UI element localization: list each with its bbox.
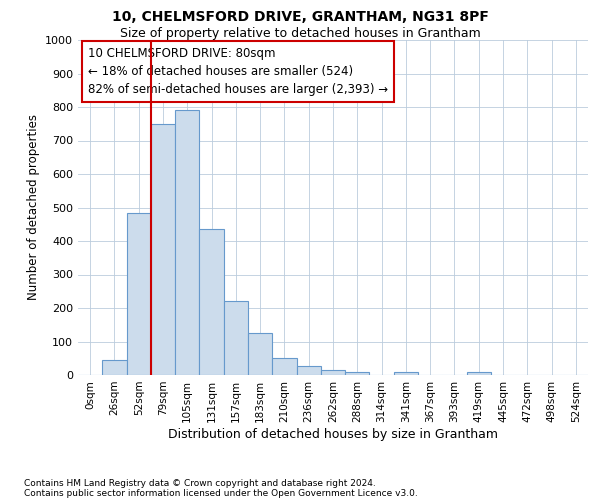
Bar — [151, 124, 175, 375]
Text: 10 CHELMSFORD DRIVE: 80sqm
← 18% of detached houses are smaller (524)
82% of sem: 10 CHELMSFORD DRIVE: 80sqm ← 18% of deta… — [88, 46, 388, 96]
Bar — [394, 372, 418, 375]
Bar — [296, 366, 321, 375]
Bar — [102, 360, 127, 375]
Bar — [345, 372, 370, 375]
Bar — [321, 370, 345, 375]
Bar — [248, 333, 272, 375]
X-axis label: Distribution of detached houses by size in Grantham: Distribution of detached houses by size … — [168, 428, 498, 440]
Bar — [175, 110, 199, 375]
Y-axis label: Number of detached properties: Number of detached properties — [26, 114, 40, 300]
Bar — [199, 230, 224, 375]
Bar — [272, 358, 296, 375]
Bar — [127, 212, 151, 375]
Text: Size of property relative to detached houses in Grantham: Size of property relative to detached ho… — [119, 28, 481, 40]
Text: Contains HM Land Registry data © Crown copyright and database right 2024.: Contains HM Land Registry data © Crown c… — [24, 478, 376, 488]
Bar — [224, 302, 248, 375]
Text: Contains public sector information licensed under the Open Government Licence v3: Contains public sector information licen… — [24, 488, 418, 498]
Bar — [467, 372, 491, 375]
Text: 10, CHELMSFORD DRIVE, GRANTHAM, NG31 8PF: 10, CHELMSFORD DRIVE, GRANTHAM, NG31 8PF — [112, 10, 488, 24]
